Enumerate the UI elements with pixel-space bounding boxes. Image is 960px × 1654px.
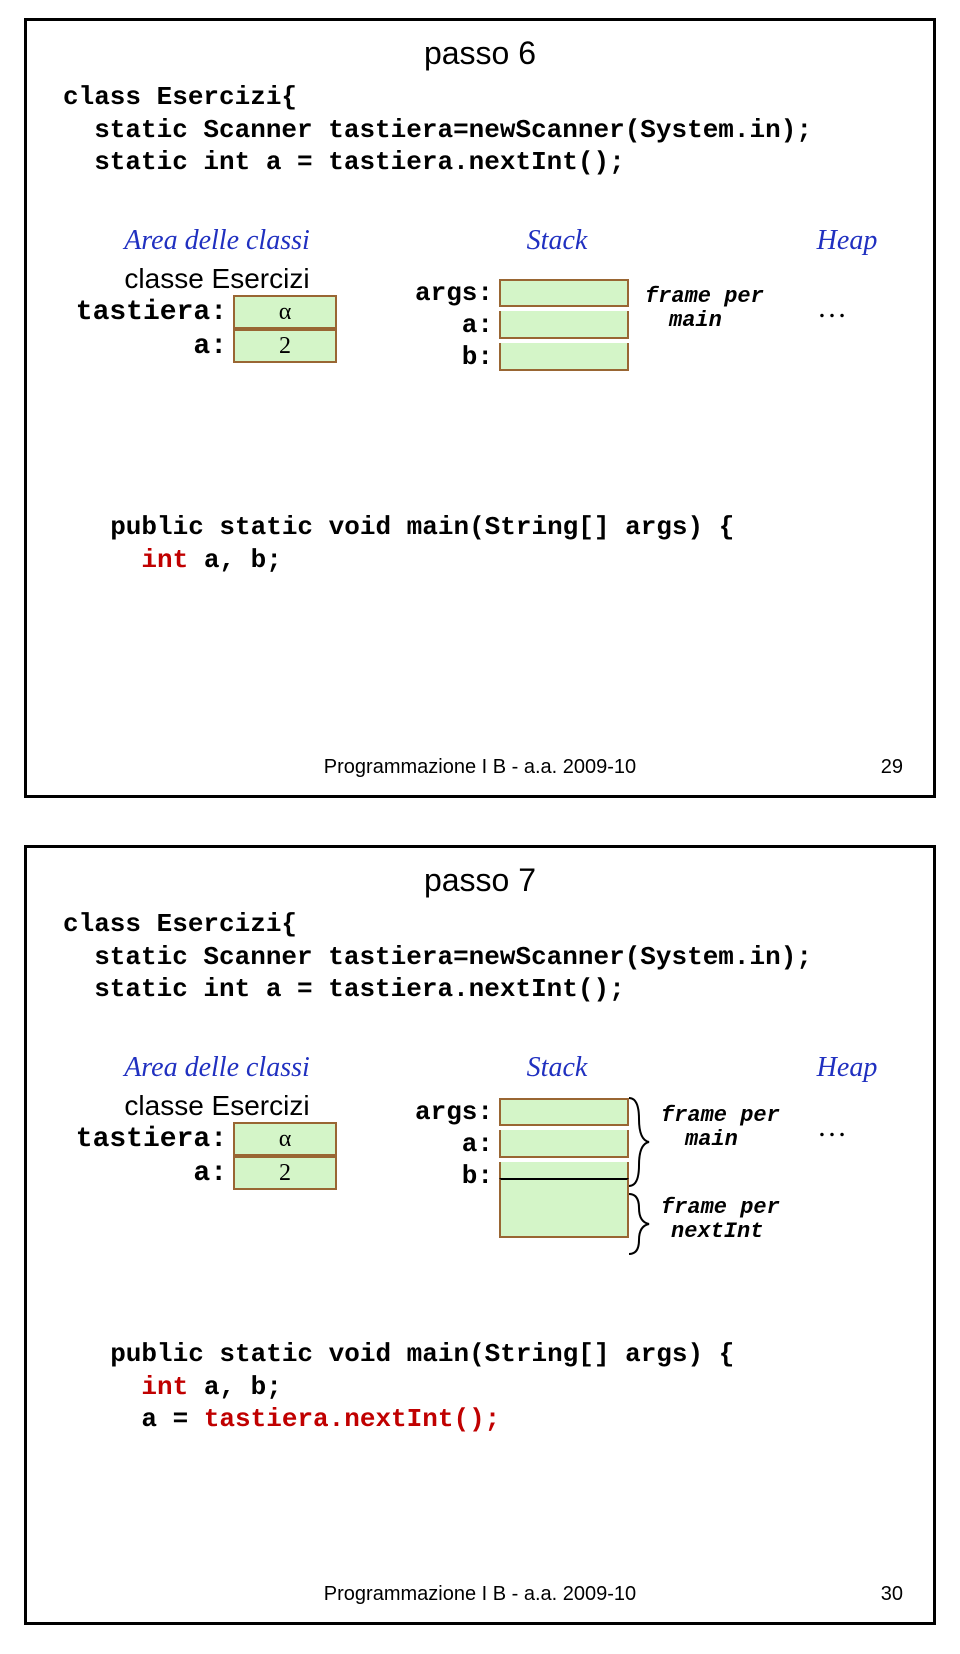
call-nextint: tastiera.nextInt(); xyxy=(204,1404,500,1434)
mem-label: a: xyxy=(67,331,233,362)
heap-area: Heap xyxy=(787,225,907,257)
code-main: public static void main(String[] args) {… xyxy=(79,511,734,576)
stack-area: Stack xyxy=(457,1052,657,1084)
stack-title: Stack xyxy=(457,225,657,257)
stack-cell xyxy=(499,1130,629,1158)
frame-note-line: main xyxy=(645,308,722,333)
bracket-main xyxy=(627,1096,657,1188)
keyword-int: int xyxy=(141,545,188,575)
stack-row-nextint xyxy=(397,1192,629,1224)
code-line: class Esercizi{ xyxy=(63,82,297,112)
mem-label: a: xyxy=(67,1158,233,1189)
stack-frame: args: a: b: xyxy=(397,1096,629,1224)
slide-2: passo 7 class Esercizi{ static Scanner t… xyxy=(0,827,960,1654)
stack-row-b: b: xyxy=(397,341,629,373)
slide-frame: passo 7 class Esercizi{ static Scanner t… xyxy=(24,845,936,1625)
heap-title: Heap xyxy=(787,225,907,257)
stack-cell xyxy=(499,343,629,371)
stack-cell xyxy=(499,1098,629,1126)
mem-label: tastiera: xyxy=(67,297,233,328)
frame-note-main: frame per main xyxy=(661,1104,780,1152)
stack-row-a: a: xyxy=(397,309,629,341)
heap-area: Heap xyxy=(787,1052,907,1084)
stack-cell xyxy=(499,311,629,339)
stack-row-args: args: xyxy=(397,1096,629,1128)
code-indent xyxy=(79,545,141,575)
code-line: static int a = tastiera.nextInt(); xyxy=(63,974,625,1004)
code-line: class Esercizi{ xyxy=(63,909,297,939)
mem-label: tastiera: xyxy=(67,1124,233,1155)
stack-label: args: xyxy=(397,1097,499,1127)
slide-title: passo 7 xyxy=(424,862,536,899)
slide-1: passo 6 class Esercizi{ static Scanner t… xyxy=(0,0,960,827)
frame-note-line: nextInt xyxy=(661,1219,763,1244)
code-indent: a = xyxy=(79,1404,204,1434)
stack-row-args: args: xyxy=(397,277,629,309)
class-name-label: classe Esercizi xyxy=(67,1090,367,1122)
mem-row-tastiera: tastiera: α xyxy=(67,1122,367,1156)
mem-box: α xyxy=(233,295,337,329)
class-area-title: Area delle classi xyxy=(67,225,367,257)
keyword-int: int xyxy=(141,1372,188,1402)
stack-cell-nextint xyxy=(499,1178,629,1238)
code-line: static Scanner tastiera=newScanner(Syste… xyxy=(63,942,812,972)
bracket-nextint xyxy=(627,1192,657,1256)
stack-label: a: xyxy=(397,310,499,340)
stack-frame: args: a: b: xyxy=(397,277,629,373)
code-class-decl: class Esercizi{ static Scanner tastiera=… xyxy=(63,81,812,179)
stack-row-a: a: xyxy=(397,1128,629,1160)
heap-title: Heap xyxy=(787,1052,907,1084)
stack-label: args: xyxy=(397,278,499,308)
class-name-label: classe Esercizi xyxy=(67,263,367,295)
code-line: public static void main(String[] args) { xyxy=(79,1339,734,1369)
frame-note-line: frame per xyxy=(661,1103,780,1128)
slide-frame: passo 6 class Esercizi{ static Scanner t… xyxy=(24,18,936,798)
class-area-title: Area delle classi xyxy=(67,1052,367,1084)
class-area: Area delle classi classe Esercizi tastie… xyxy=(67,1052,367,1190)
mem-box: α xyxy=(233,1122,337,1156)
code-text: a, b; xyxy=(188,545,282,575)
code-indent xyxy=(79,1372,141,1402)
class-area: Area delle classi classe Esercizi tastie… xyxy=(67,225,367,363)
code-line: public static void main(String[] args) { xyxy=(79,512,734,542)
mem-row-a: a: 2 xyxy=(67,1156,367,1190)
mem-box: 2 xyxy=(233,1156,337,1190)
heap-dots: … xyxy=(817,1110,847,1144)
code-line: static int a = tastiera.nextInt(); xyxy=(63,147,625,177)
stack-cell xyxy=(499,279,629,307)
code-class-decl: class Esercizi{ static Scanner tastiera=… xyxy=(63,908,812,1006)
code-line: static Scanner tastiera=newScanner(Syste… xyxy=(63,115,812,145)
mem-box: 2 xyxy=(233,329,337,363)
heap-dots: … xyxy=(817,291,847,325)
frame-note-line: main xyxy=(661,1127,738,1152)
mem-row-tastiera: tastiera: α xyxy=(67,295,367,329)
slide-title: passo 6 xyxy=(424,35,536,72)
stack-area: Stack xyxy=(457,225,657,257)
code-main: public static void main(String[] args) {… xyxy=(79,1338,734,1436)
frame-note-main: frame per main xyxy=(645,285,764,333)
code-text: a, b; xyxy=(188,1372,282,1402)
frame-note-nextint: frame per nextInt xyxy=(661,1196,780,1244)
footer-text: Programmazione I B - a.a. 2009-10 xyxy=(27,756,933,779)
page-number: 30 xyxy=(881,1583,903,1606)
stack-title: Stack xyxy=(457,1052,657,1084)
page-number: 29 xyxy=(881,756,903,779)
frame-note-line: frame per xyxy=(645,284,764,309)
stack-label: b: xyxy=(397,342,499,372)
frame-note-line: frame per xyxy=(661,1195,780,1220)
mem-row-a: a: 2 xyxy=(67,329,367,363)
footer-text: Programmazione I B - a.a. 2009-10 xyxy=(27,1583,933,1606)
stack-label: b: xyxy=(397,1161,499,1191)
stack-label: a: xyxy=(397,1129,499,1159)
